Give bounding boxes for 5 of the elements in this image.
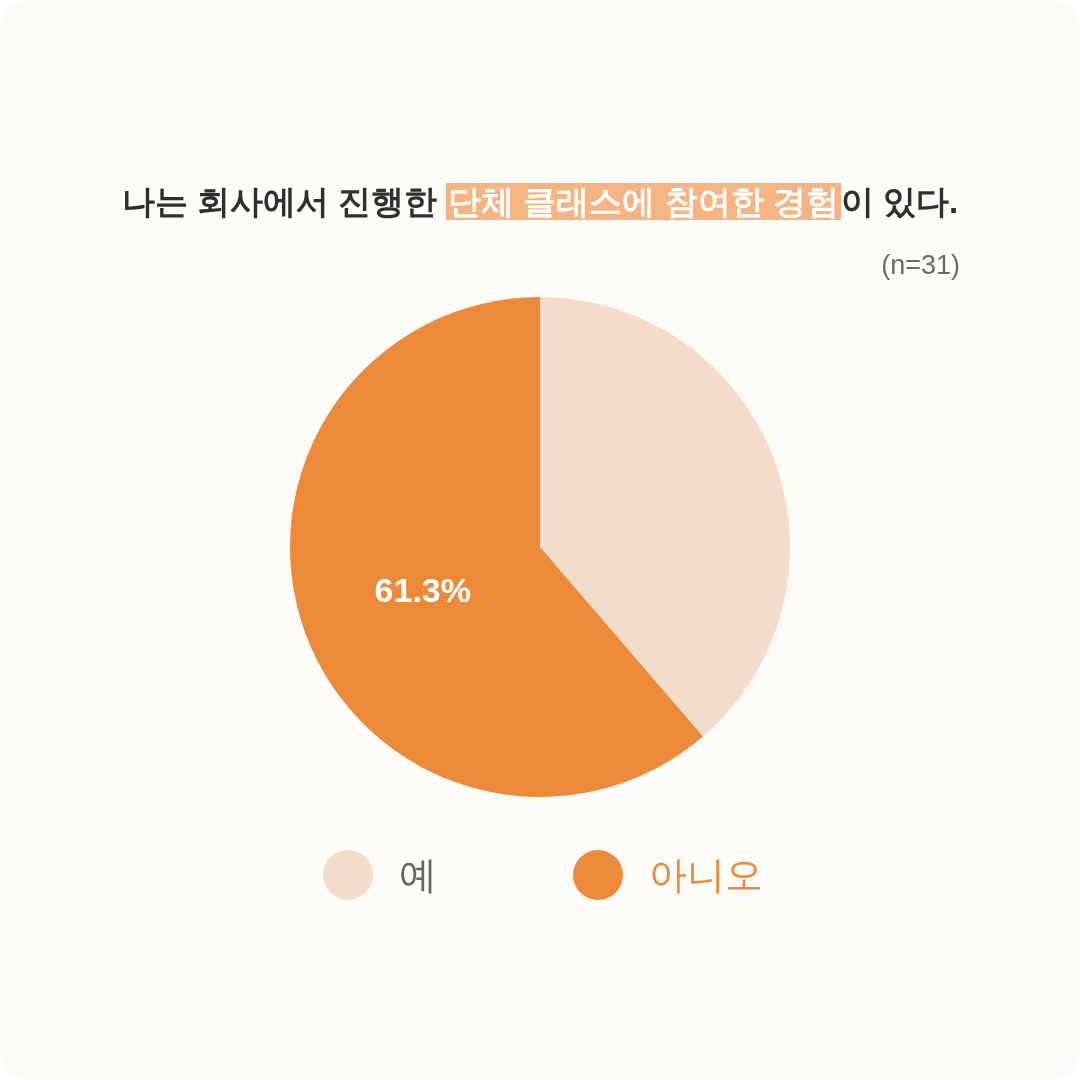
data-label: 61.3%: [374, 571, 471, 610]
legend-label: 아니오: [649, 852, 763, 898]
legend-label: 예: [399, 852, 437, 898]
text: (n=31): [881, 250, 960, 281]
chart-title: 나는 회사에서 진행한 단체 클래스에 참여한 경험이 있다.: [120, 182, 960, 222]
